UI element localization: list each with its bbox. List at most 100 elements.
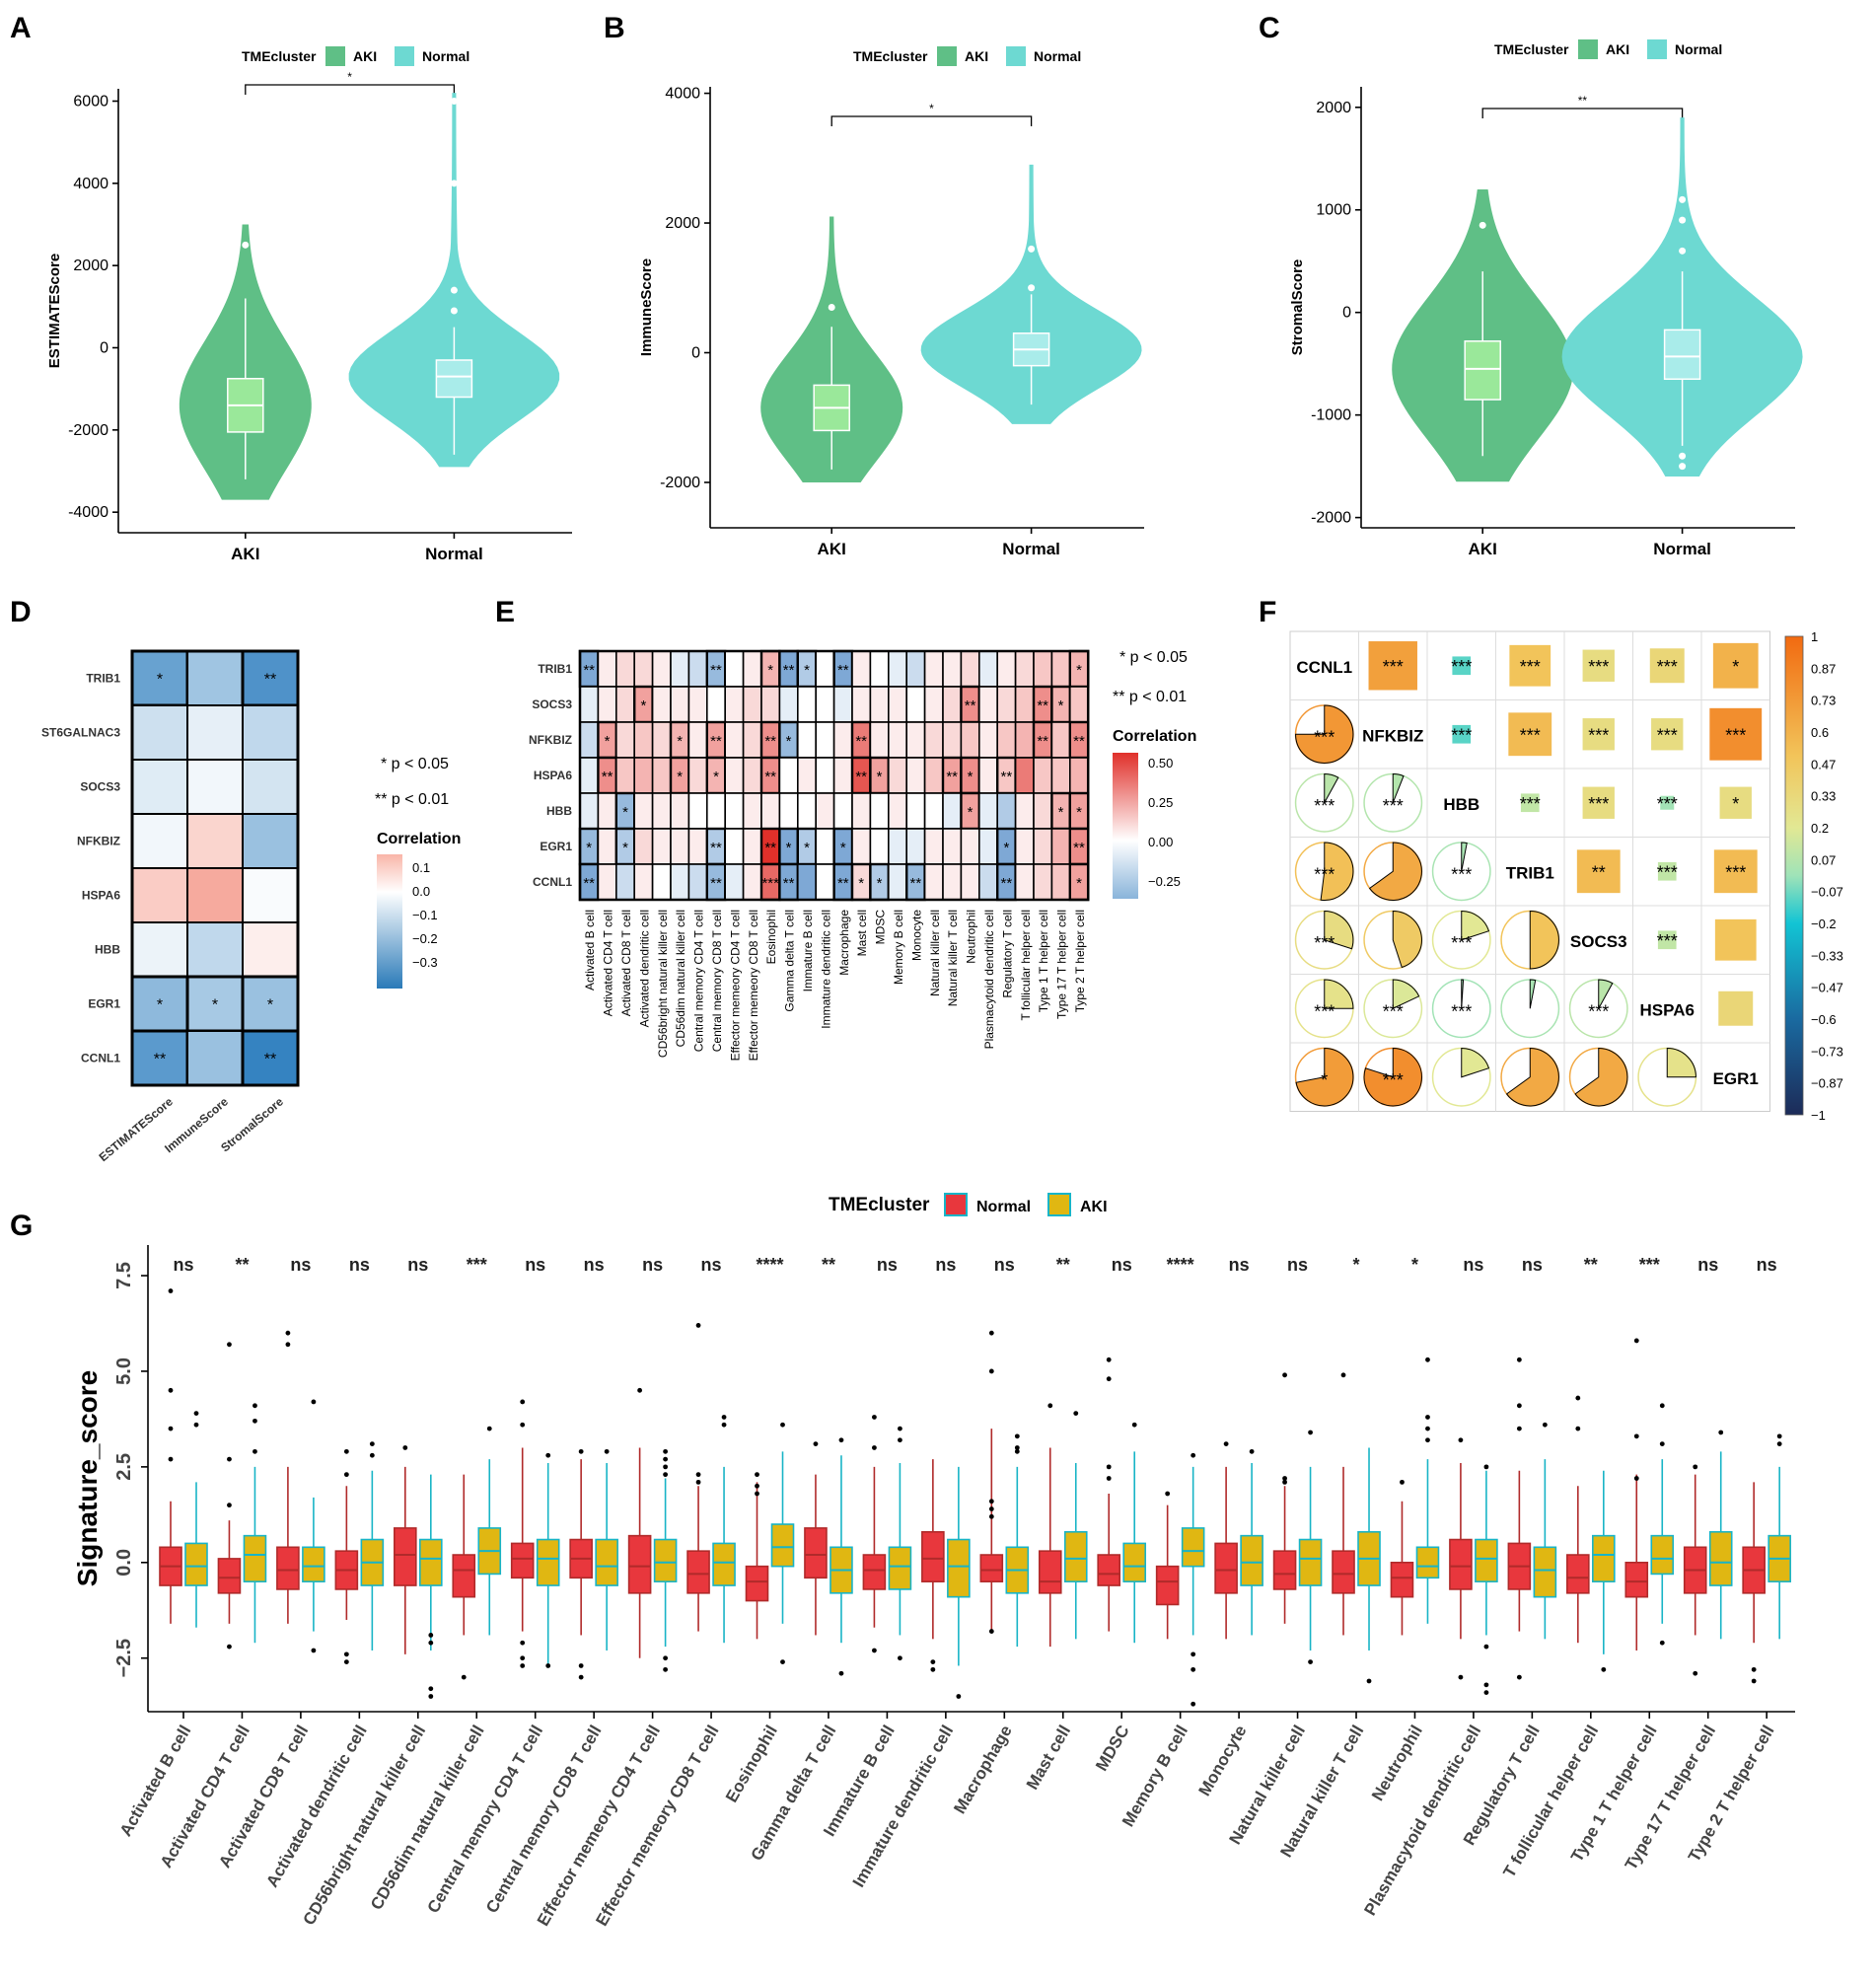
- significance-label: ns: [173, 1255, 193, 1275]
- outlier-point: [1191, 1666, 1196, 1672]
- box: [770, 1523, 795, 1568]
- x-tick-label: AKI: [231, 545, 259, 563]
- heatmap-cell: [923, 757, 944, 794]
- heatmap-cell: [923, 828, 944, 865]
- corr-pie-slice: [1666, 1048, 1696, 1078]
- legend-swatch-normal: [944, 1193, 968, 1216]
- heatmap-cell: [242, 867, 299, 923]
- heatmap-cell: [815, 757, 835, 794]
- corr-star: *: [1321, 1070, 1328, 1090]
- outlier-point: [1483, 1644, 1489, 1650]
- column-label: Effector memeory CD4 T cell: [728, 910, 742, 1061]
- corr-star: ***: [1520, 725, 1541, 745]
- heatmap-cell: [705, 792, 726, 830]
- significance-label: ns: [525, 1255, 545, 1275]
- heatmap-cell: [242, 759, 299, 815]
- y-axis-label: StromalScore: [1289, 259, 1306, 356]
- heatmap-cell: [633, 792, 654, 830]
- outlier-point: [813, 1441, 819, 1447]
- outlier-point: [253, 1448, 257, 1454]
- cell-star: *: [804, 662, 810, 679]
- x-tick-label: CD56dim natural killer cell: [367, 1723, 488, 1914]
- corr-star: ***: [1520, 657, 1541, 677]
- significance-label: ns: [1112, 1255, 1132, 1275]
- outlier-point: [461, 1674, 467, 1680]
- panel-letter-B: B: [604, 12, 625, 44]
- column-label: Activated CD8 T cell: [619, 910, 633, 1016]
- heatmap-cell: [1069, 757, 1090, 794]
- colorbar: [1784, 635, 1804, 1116]
- corr-pie-slice: [1461, 979, 1465, 1009]
- outlier-point: [1483, 1464, 1489, 1470]
- corr-star: ***: [1314, 1001, 1335, 1021]
- significance-label: ns: [290, 1255, 311, 1275]
- colorbar-tick: −0.2: [412, 931, 438, 946]
- outlier-point: [663, 1448, 669, 1454]
- legend-label-aki: AKI: [1080, 1199, 1108, 1215]
- cell-star: **: [264, 1052, 276, 1068]
- cell-star: **: [583, 875, 595, 892]
- y-axis-label: Signature_score: [72, 1370, 103, 1586]
- heatmap-cell: [796, 863, 817, 901]
- outlier-point: [898, 1437, 902, 1443]
- colorbar-tick: 0.47: [1811, 757, 1836, 771]
- heatmap-cell: [742, 686, 762, 723]
- heatmap-cell: [186, 813, 244, 869]
- heatmap-cell: [996, 721, 1017, 759]
- box: [979, 1554, 1004, 1582]
- colorbar-tick: −0.73: [1811, 1044, 1843, 1059]
- legend-label-aki: AKI: [353, 48, 377, 64]
- outlier-point: [604, 1448, 610, 1454]
- significance-label: ns: [701, 1255, 722, 1275]
- heatmap-cell: [651, 792, 672, 830]
- outlier-point: [428, 1694, 434, 1699]
- significance-label: *: [1411, 1255, 1418, 1275]
- outlier-point: [1249, 1448, 1255, 1454]
- significance-label: *: [347, 70, 352, 84]
- heatmap-cell: [815, 792, 835, 830]
- y-tick-label: 2000: [665, 215, 700, 232]
- outlier-point: [428, 1633, 434, 1638]
- box: [1298, 1538, 1323, 1586]
- outlier-point: [1425, 1426, 1430, 1431]
- outlier-point: [1106, 1476, 1112, 1481]
- column-label: Natural killer cell: [928, 910, 942, 996]
- corr-star: ***: [1451, 725, 1472, 745]
- box: [745, 1565, 769, 1602]
- box: [452, 1554, 476, 1598]
- cell-star: *: [1076, 875, 1082, 892]
- heatmap-cell: [579, 792, 600, 830]
- outlier-point: [1028, 284, 1036, 292]
- heatmap-cell: [960, 863, 980, 901]
- outlier-point: [369, 1452, 375, 1458]
- cell-star: **: [855, 733, 867, 750]
- colorbar: [1113, 753, 1138, 899]
- legend-swatch-aki: [1047, 1193, 1071, 1216]
- colorbar-tick: −0.87: [1811, 1076, 1843, 1091]
- outlier-point: [168, 1288, 174, 1293]
- heatmap-cell: [942, 721, 963, 759]
- heatmap-cell: [887, 828, 907, 865]
- heatmap-cell: [1014, 792, 1035, 830]
- outlier-point: [1679, 247, 1687, 255]
- cell-star: **: [1001, 875, 1013, 892]
- cell-star: *: [1076, 804, 1082, 821]
- heatmap-cell: [796, 686, 817, 723]
- heatmap-cell: [241, 649, 300, 707]
- x-tick-label: Central memory CD8 T cell: [482, 1723, 606, 1917]
- heatmap-cell: [724, 757, 745, 794]
- significance-label: *: [929, 102, 934, 115]
- heatmap-cell: [614, 757, 635, 794]
- outlier-point: [1575, 1426, 1581, 1431]
- outlier-point: [1575, 1395, 1581, 1401]
- y-tick-label: -2000: [1311, 510, 1351, 527]
- heatmap-cell: [869, 721, 890, 759]
- outlier-point: [663, 1655, 669, 1661]
- cell-star: *: [786, 733, 792, 750]
- x-tick-label: Effector memeory CD8 T cell: [592, 1723, 722, 1930]
- heatmap-cell: [687, 828, 708, 865]
- legend-swatch-normal: [395, 46, 414, 66]
- outlier-point: [755, 1472, 759, 1478]
- x-tick-label: Central memory CD4 T cell: [424, 1723, 547, 1917]
